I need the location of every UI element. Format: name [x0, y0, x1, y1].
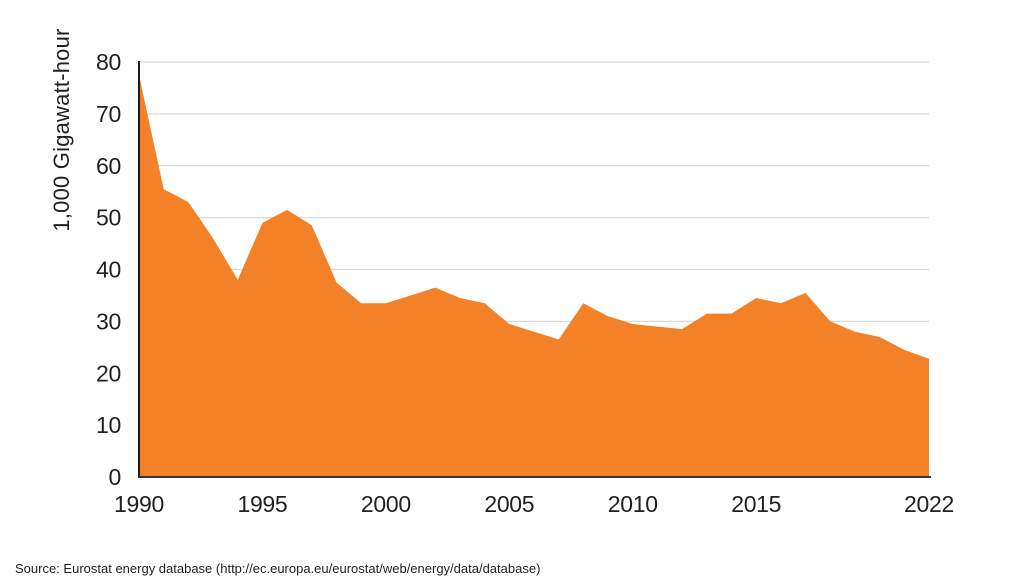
x-tick-label: 2005 — [484, 491, 534, 517]
x-tick-label: 1990 — [114, 491, 164, 517]
x-tick-label: 2010 — [608, 491, 658, 517]
x-tick-label: 1995 — [237, 491, 287, 517]
y-tick-label: 40 — [96, 257, 121, 283]
x-tick-label: 2015 — [731, 491, 781, 517]
y-tick-label: 60 — [96, 153, 121, 179]
y-tick-label: 0 — [109, 464, 122, 490]
y-tick-label: 80 — [96, 49, 121, 75]
source-note: Source: Eurostat energy database (http:/… — [15, 561, 541, 576]
y-tick-label: 10 — [96, 412, 121, 438]
y-tick-label: 20 — [96, 360, 121, 386]
y-tick-label: 50 — [96, 205, 121, 231]
y-tick-label: 70 — [96, 101, 121, 127]
area-series — [139, 74, 929, 477]
y-tick-label: 30 — [96, 308, 121, 334]
x-tick-label: 2022 — [904, 491, 954, 517]
x-tick-label: 2000 — [361, 491, 411, 517]
